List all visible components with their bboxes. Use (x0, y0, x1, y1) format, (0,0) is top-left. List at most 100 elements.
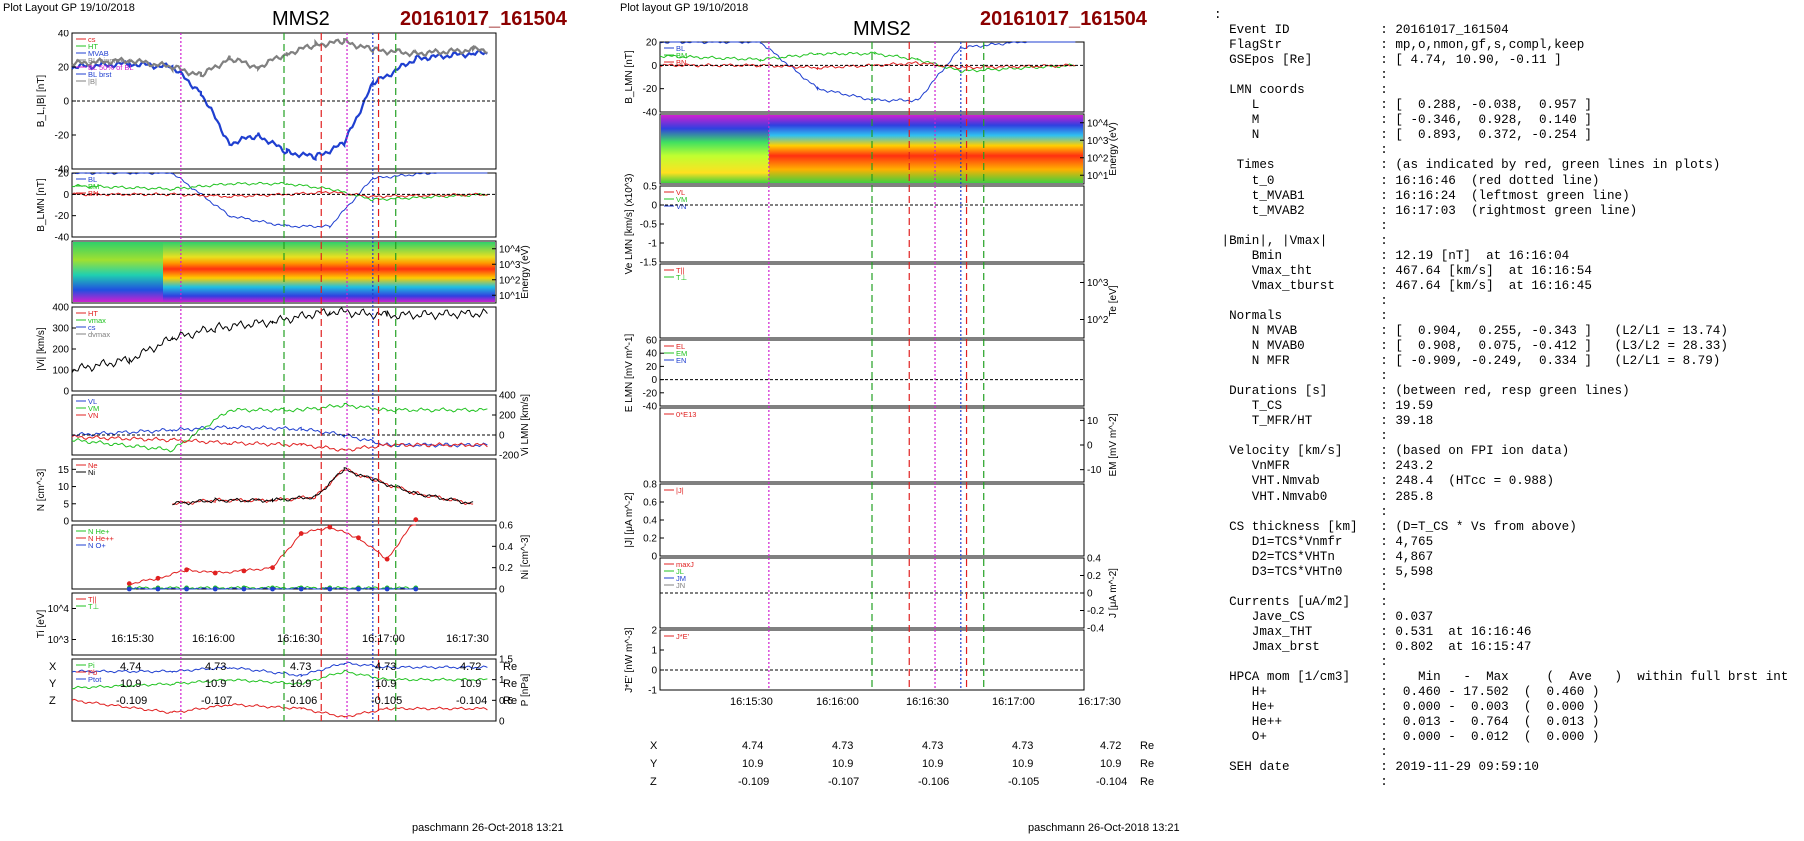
y-tick-label: 0 (499, 717, 505, 728)
y-tick-label: 0 (651, 375, 657, 386)
left-time-tick: 16:17:30 (446, 633, 489, 645)
y-axis-label: J [μA m^-2] (1108, 568, 1119, 618)
y-tick-label: 0.2 (643, 534, 657, 545)
summary-line: Currents [uA/m2] : (1214, 594, 1388, 609)
y-tick-label: 0 (63, 517, 69, 528)
coord-value: 10.9 (290, 678, 312, 690)
data-point (384, 586, 390, 592)
summary-line: HPCA mom [1/cm3] : Min - Max ( Ave ) wit… (1214, 670, 1789, 685)
coord-value: 10.9 (742, 758, 764, 770)
y-axis-label: P [nPa] (520, 673, 531, 706)
summary-line: |Bmin|, |Vmax| : (1214, 233, 1388, 248)
y-tick-label: 15 (58, 465, 70, 476)
coord-value: -0.107 (828, 776, 860, 788)
y-axis-label: Ti [eV] (36, 610, 47, 639)
right-event-label: 20161017_161504 (980, 8, 1147, 30)
y-tick-label: -200 (499, 451, 519, 462)
y-tick-label: -20 (643, 388, 658, 399)
legend-label: VL (676, 188, 685, 197)
y-tick-label: 10^2 (1087, 315, 1109, 326)
data-point (270, 565, 275, 571)
y-tick-label: -20 (643, 84, 658, 95)
summary-line: t_MVAB1 : 16:16:24 (leftmost green line) (1214, 188, 1630, 203)
left-spacecraft-label: MMS2 (272, 8, 330, 30)
y-axis-label: B_LMN [nT] (624, 50, 635, 104)
coord-value: -0.107 (201, 695, 233, 707)
legend-label: BN (676, 58, 686, 67)
y-tick-label: 0 (499, 431, 505, 442)
summary-line: Velocity [km/s] : (based on FPI ion data… (1214, 444, 1570, 459)
legend-label: BL brst (88, 70, 112, 79)
right-spectrogram-early (661, 115, 769, 183)
y-tick-label: -0.4 (1087, 624, 1105, 635)
coord-value: 10.9 (460, 678, 482, 690)
series-line-bm (71, 181, 488, 202)
data-point (327, 524, 333, 530)
series-line-bl-brst (71, 48, 488, 162)
left-figure-header: Plot Layout GP 19/10/2018 (3, 2, 135, 14)
y-tick-label: 10^4 (1087, 118, 1109, 129)
coord-unit: Re (1140, 776, 1155, 788)
legend-label: JL (676, 567, 684, 576)
left-time-tick: 16:16:30 (277, 633, 320, 645)
legend-label: VN (88, 411, 98, 420)
right-spectrogram-late (769, 115, 1083, 183)
y-axis-label: EM [mV m^-2] (1108, 413, 1119, 476)
legend-label: T|| (88, 595, 97, 604)
coord-unit: Re (503, 695, 518, 707)
y-tick-label: 40 (646, 349, 658, 360)
series-line-vn (71, 434, 488, 452)
y-tick-label: -1 (648, 239, 657, 250)
y-tick-label: -1.5 (640, 258, 658, 269)
coord-value: -0.105 (1008, 776, 1040, 788)
y-tick-label: 40 (58, 30, 70, 40)
y-tick-label: 0.4 (1087, 554, 1101, 565)
coord-unit: Re (1140, 758, 1155, 770)
summary-line: : (1214, 293, 1388, 308)
y-axis-label: Te [eV] (1108, 285, 1119, 316)
y-tick-label: -40 (55, 233, 70, 244)
y-axis-label: B_LMN [nT] (36, 178, 47, 232)
left-footer: paschmann 26-Oct-2018 13:21 (412, 822, 564, 834)
legend-label: BL (676, 44, 685, 53)
summary-line: M : [ -0.346, 0.928, 0.140 ] (1214, 113, 1592, 128)
legend-label: VL (88, 397, 97, 406)
legend-label: EL (676, 342, 685, 351)
legend-label: HT (88, 309, 98, 318)
coord-value: 4.73 (205, 661, 227, 673)
y-tick-label: 300 (52, 324, 69, 335)
series-line--vi- (71, 307, 488, 374)
data-point (298, 531, 304, 536)
summary-line: : (1214, 8, 1222, 22)
y-tick-label: 10^1 (499, 291, 521, 302)
summary-line: VHT.Nmvab0 : 285.8 (1214, 489, 1434, 504)
y-axis-label: Energy (eV) (1108, 122, 1119, 175)
legend-label: Ni (88, 468, 95, 477)
y-tick-label: 10^3 (48, 635, 70, 646)
coord-value: 4.73 (832, 740, 854, 752)
legend-label: cs (88, 35, 96, 44)
coord-value: 10.9 (922, 758, 944, 770)
summary-line: T_MFR/HT : 39.18 (1214, 414, 1434, 429)
y-tick-label: -1 (648, 686, 657, 697)
summary-line: N : [ 0.893, 0.372, -0.254 ] (1214, 128, 1592, 143)
coord-label: X (650, 740, 658, 752)
summary-line: Event ID : 20161017_161504 (1214, 23, 1509, 38)
legend-label: N O+ (88, 541, 106, 550)
coord-value: 4.73 (375, 661, 397, 673)
legend-label: EN (676, 356, 686, 365)
data-point (155, 586, 161, 592)
y-tick-label: 20 (58, 63, 70, 74)
coord-value: 4.73 (922, 740, 944, 752)
y-tick-label: 0.2 (1087, 571, 1101, 582)
coord-value: 10.9 (832, 758, 854, 770)
left-event-label: 20161017_161504 (400, 8, 567, 30)
y-tick-label: 200 (52, 345, 69, 356)
legend-label: BL (88, 175, 97, 184)
data-point (413, 517, 419, 523)
series-line-pb (71, 698, 488, 718)
y-tick-label: 0.6 (499, 521, 513, 532)
coord-value: 4.72 (1100, 740, 1122, 752)
summary-line: N MVAB0 : [ 0.908, 0.075, -0.412 ] (L3/L… (1214, 339, 1728, 354)
left-time-tick: 16:17:00 (362, 633, 405, 645)
